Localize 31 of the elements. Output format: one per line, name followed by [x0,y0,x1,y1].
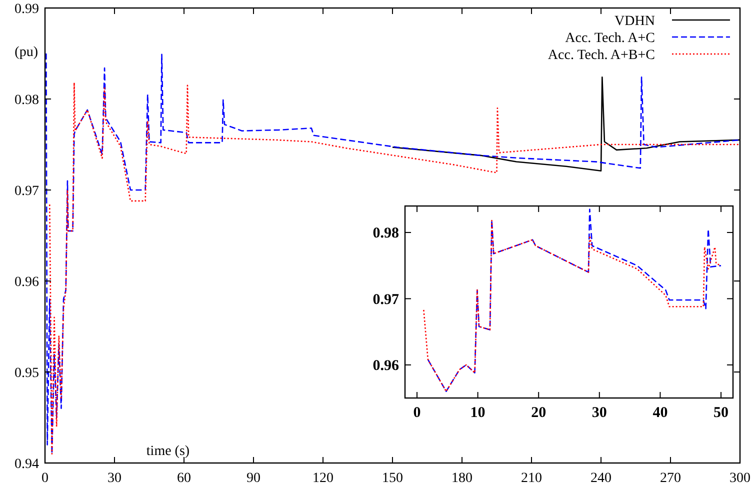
x-tick-label: 0 [413,405,421,421]
y-tick-label: 0.96 [14,274,39,290]
y-axis-title: (pu) [14,45,38,60]
x-tick-label: 60 [177,471,191,486]
y-tick-label: 0.99 [14,2,39,17]
y-tick-label: 0.97 [14,184,39,199]
y-tick-label: 0.96 [372,358,400,374]
x-tick-label: 210 [521,471,542,486]
x-tick-label: 30 [592,405,607,421]
y-tick-label: 0.98 [372,226,399,242]
x-tick-label: 40 [652,405,668,421]
x-tick-label: 150 [382,471,403,486]
x-tick-label: 20 [531,405,546,421]
x-tick-label: 50 [714,405,728,421]
x-tick-label: 0 [42,471,48,486]
y-tick-label: 0.97 [372,292,400,308]
x-tick-label: 180 [452,471,472,486]
x-tick-label: 10 [470,405,486,421]
legend-label: Acc. Tech. A+C [565,30,655,46]
y-tick-label: 0.94 [14,456,39,472]
y-tick-label: 0.98 [14,92,39,108]
x-tick-label: 120 [312,471,334,486]
y-tick-label: 0.95 [14,366,39,381]
x-tick-label: 240 [590,471,612,486]
x-tick-label: 300 [730,471,750,486]
x-tick-label: 30 [108,471,122,486]
legend-label: Acc. Tech. A+B+C [548,48,655,63]
legend-label: VDHN [614,14,655,29]
x-tick-label: 90 [246,471,260,486]
x-axis-title: time (s) [146,444,190,459]
x-tick-label: 270 [660,471,681,486]
